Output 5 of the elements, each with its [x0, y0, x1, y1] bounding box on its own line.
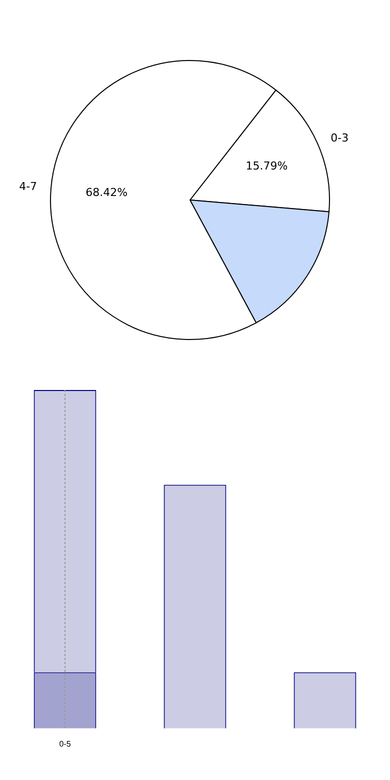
slice-label: 4-7	[19, 180, 38, 193]
data-label: 68.42%	[86, 186, 128, 199]
data-label: 15.79%	[246, 159, 288, 172]
x-tick-label: 0-5	[59, 739, 72, 748]
slice-label: 0-3	[330, 131, 349, 144]
